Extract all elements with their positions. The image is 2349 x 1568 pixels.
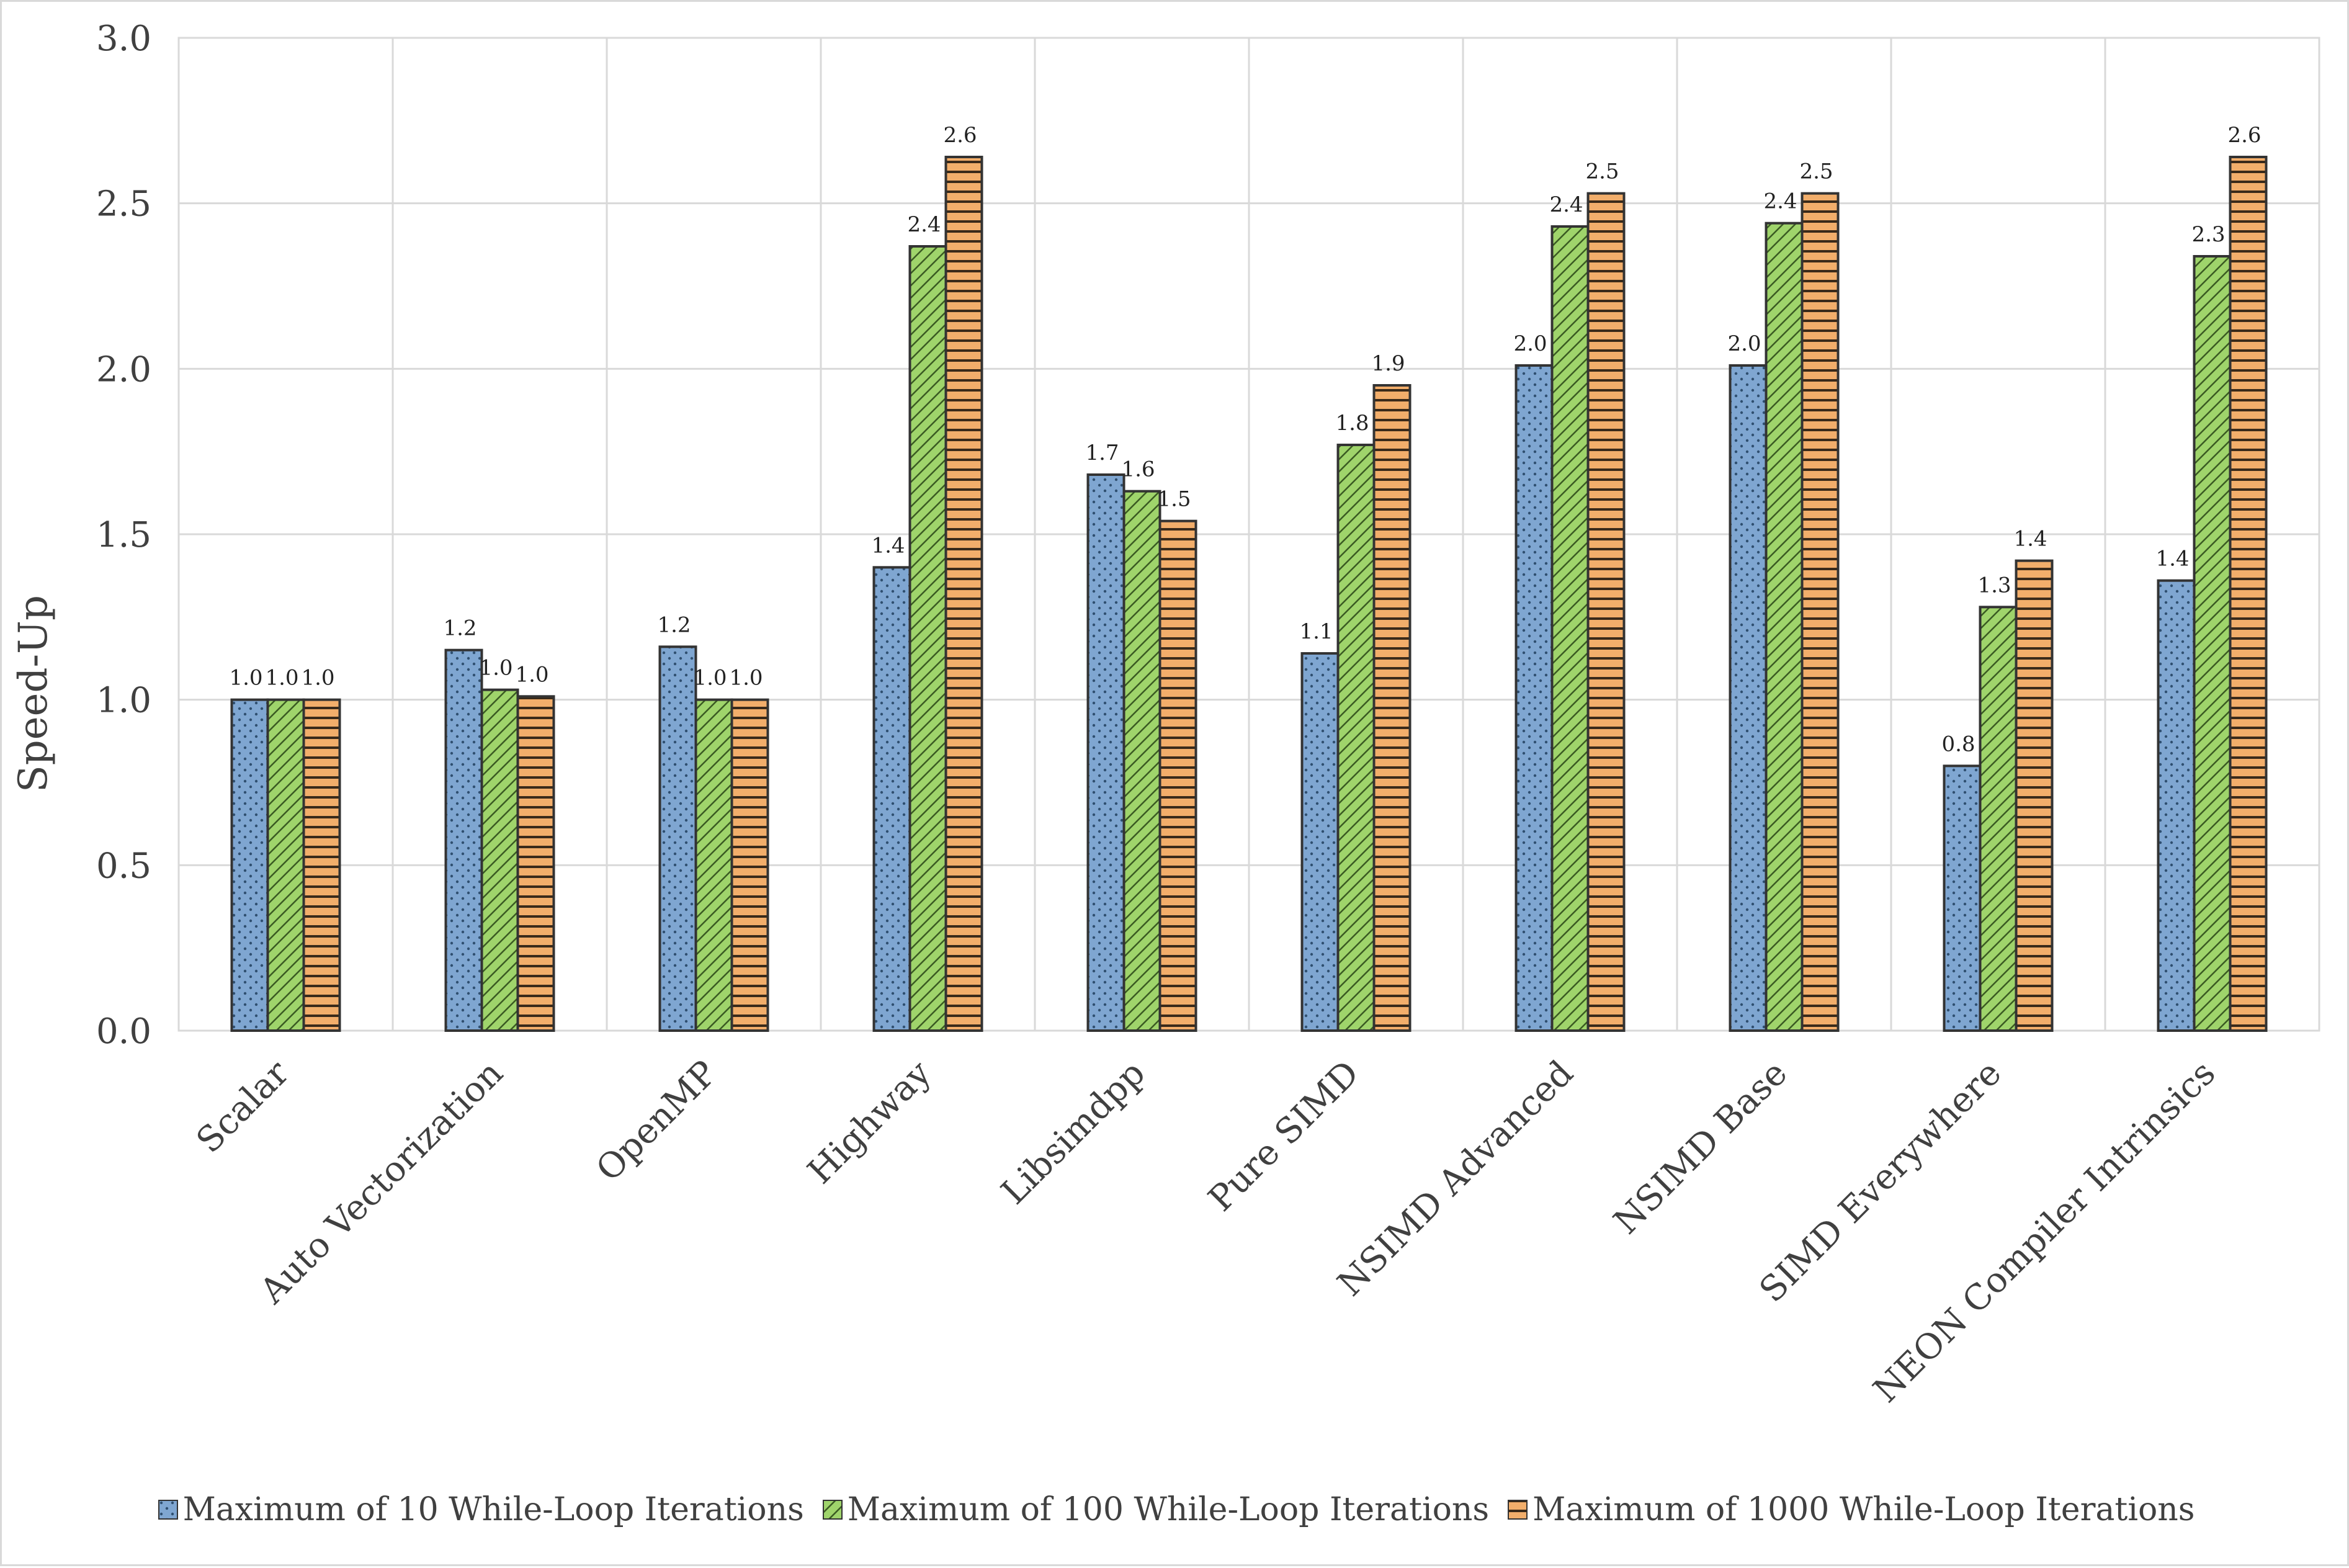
data-label: 2.3 <box>2191 222 2225 247</box>
data-label: 1.0 <box>229 666 262 691</box>
data-label: 1.4 <box>2155 547 2189 571</box>
bar-diagonal <box>2193 255 2232 1032</box>
legend-item-series-2: Maximum of 1000 While-Loop Iterations <box>1508 1491 2195 1528</box>
bar-diagonal <box>1979 606 2018 1032</box>
x-tick-label: NEON Compiler Intrinsics <box>1866 1053 2223 1410</box>
data-label: 1.0 <box>479 656 512 681</box>
bar-dots <box>872 566 911 1032</box>
bar-diagonal <box>1122 490 1161 1032</box>
y-tick-label: 0.0 <box>96 1011 151 1052</box>
bar-diagonal <box>908 245 947 1032</box>
data-label: 1.9 <box>1371 351 1405 376</box>
bar-dots <box>1300 652 1340 1032</box>
x-tick-label: NSIMD Advanced <box>1330 1053 1582 1304</box>
data-label: 1.7 <box>1085 441 1119 465</box>
legend-item-series-0: Maximum of 10 While-Loop Iterations <box>158 1491 804 1528</box>
data-label: 1.0 <box>301 666 334 691</box>
legend-item-series-1: Maximum of 100 While-Loop Iterations <box>822 1491 1490 1528</box>
bar-dots <box>1729 364 1768 1032</box>
bar-horizontal <box>730 698 769 1032</box>
x-tick-label: Pure SIMD <box>1201 1053 1367 1219</box>
y-tick-label: 1.0 <box>96 681 151 721</box>
data-label: 2.5 <box>1585 159 1619 184</box>
data-label: 1.4 <box>2013 527 2047 552</box>
data-label: 1.4 <box>871 533 905 558</box>
x-tick-label: Libsimdpp <box>994 1053 1153 1212</box>
x-tick-label: NSIMD Base <box>1606 1053 1796 1242</box>
bar-diagonal <box>1550 225 1590 1032</box>
bar-horizontal <box>1586 192 1626 1033</box>
data-label: 1.0 <box>265 666 298 691</box>
data-label: 1.3 <box>1977 573 2011 598</box>
bar-diagonal <box>266 698 305 1032</box>
data-label: 1.2 <box>443 616 477 641</box>
data-label: 2.5 <box>1799 159 1833 184</box>
y-tick-label: 3.0 <box>96 19 151 59</box>
data-label: 2.4 <box>1549 192 1583 217</box>
y-tick-label: 2.5 <box>96 184 151 225</box>
bar-dots <box>230 698 269 1032</box>
y-axis-title: Speed-Up <box>11 595 56 792</box>
x-tick-label: SIMD Everywhere <box>1752 1053 2010 1310</box>
y-tick-label: 1.5 <box>96 515 151 555</box>
data-labels: 1.0 1.0 1.01.21.0 1.01.21.0 1.01.42.42.61.71… <box>229 123 2261 756</box>
legend-swatch-dots <box>158 1500 178 1520</box>
bar-diagonal <box>694 698 733 1032</box>
data-label: 2.6 <box>943 123 977 148</box>
data-label: 2.4 <box>1763 189 1797 214</box>
x-tick-label: Highway <box>800 1053 939 1192</box>
bar-horizontal <box>944 156 983 1032</box>
bar-horizontal <box>302 698 341 1032</box>
data-label: 1.2 <box>657 612 691 637</box>
data-label: 1.0 <box>515 662 548 687</box>
bar-horizontal <box>2229 156 2268 1032</box>
legend: Maximum of 10 While-Loop Iterations Maxi… <box>2 1485 2349 1534</box>
x-tick-label: Auto Vectorization <box>252 1053 511 1312</box>
x-tick-label: Scalar <box>189 1053 297 1161</box>
data-label: 2.4 <box>907 212 941 237</box>
bar-diagonal <box>480 688 519 1032</box>
bar-diagonal <box>1765 222 1804 1033</box>
legend-label-series-1: Maximum of 100 While-Loop Iterations <box>847 1491 1490 1528</box>
data-label: 2.0 <box>1513 331 1547 356</box>
data-label: 2.6 <box>2227 123 2261 148</box>
bar-horizontal <box>2015 559 2054 1032</box>
bar-dots <box>658 645 697 1033</box>
bar-dots <box>1086 473 1125 1032</box>
bar-dots <box>444 648 483 1032</box>
bar-horizontal <box>516 695 555 1033</box>
legend-label-series-2: Maximum of 1000 While-Loop Iterations <box>1532 1491 2195 1528</box>
y-tick-label: 2.0 <box>96 349 151 390</box>
bar-horizontal <box>1158 519 1197 1032</box>
data-label: 1.1 <box>1299 619 1333 644</box>
data-label: 1.0 <box>729 666 763 691</box>
bars <box>230 156 2268 1033</box>
bar-diagonal <box>1336 444 1376 1032</box>
legend-swatch-horizontal <box>1508 1500 1528 1520</box>
x-tick-label: OpenMP <box>589 1053 725 1189</box>
data-label: 1.0 <box>693 666 727 691</box>
data-label: 1.6 <box>1121 457 1155 482</box>
bar-horizontal <box>1801 192 1840 1033</box>
legend-swatch-diagonal <box>822 1500 843 1520</box>
data-label: 0.8 <box>1941 732 1975 756</box>
bar-horizontal <box>1372 384 1412 1032</box>
data-label: 1.8 <box>1335 411 1369 436</box>
data-label: 1.5 <box>1157 487 1191 512</box>
data-label: 2.0 <box>1727 331 1761 356</box>
bar-dots <box>1515 364 1554 1032</box>
bar-dots <box>1943 764 1982 1033</box>
legend-label-series-0: Maximum of 10 While-Loop Iterations <box>182 1491 804 1528</box>
y-tick-label: 0.5 <box>96 846 151 886</box>
bar-dots <box>2157 579 2196 1032</box>
